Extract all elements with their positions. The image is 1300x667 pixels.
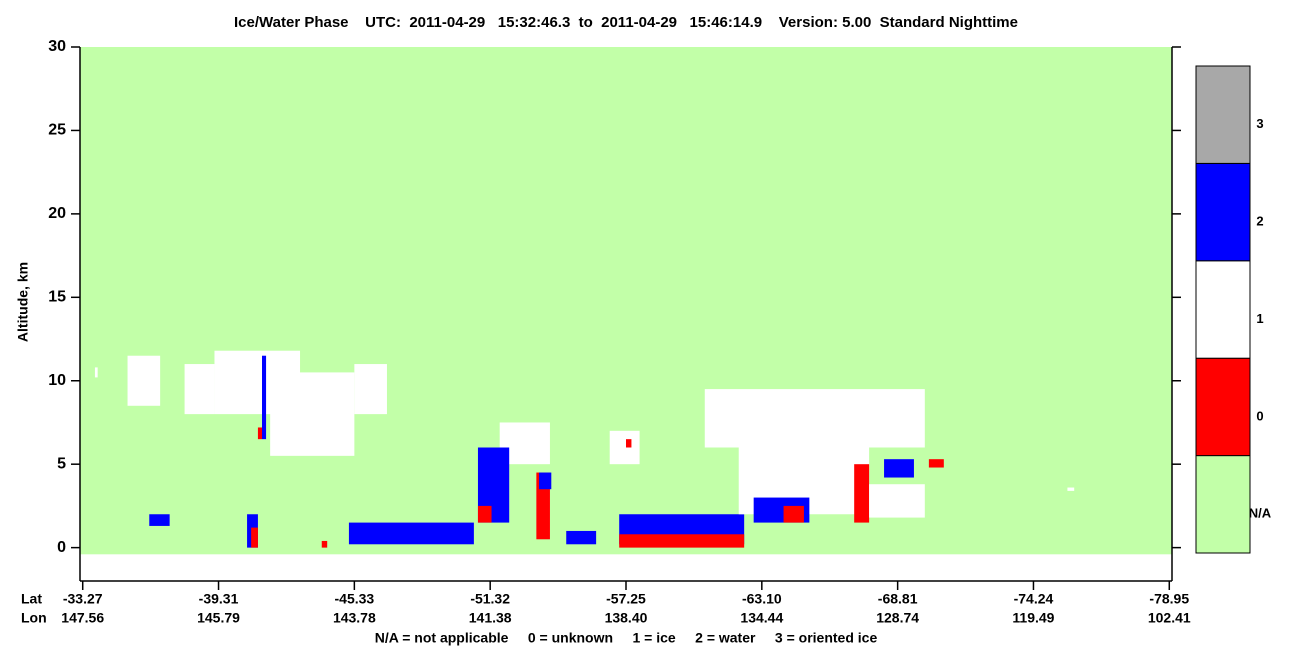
colorbar-swatch: [1195, 455, 1251, 554]
phase-region: [127, 355, 161, 406]
phase-region: [270, 372, 355, 456]
phase-region: [262, 355, 267, 440]
phase-region: [783, 505, 804, 523]
phase-region: [854, 464, 870, 523]
colorbar-swatch: [1195, 65, 1251, 164]
phase-region: [184, 364, 215, 415]
x-tick-lat: -68.81: [878, 591, 918, 607]
chart-title: Ice/Water Phase UTC: 2011-04-29 15:32:46…: [234, 14, 1018, 31]
x-tick-lat: -78.95: [1149, 591, 1189, 607]
x-tick-lon: 147.56: [61, 610, 104, 626]
legend-note: N/A = not applicable 0 = unknown 1 = ice…: [375, 630, 878, 646]
x-tick-lon: 128.74: [876, 610, 919, 626]
phase-region: [566, 530, 597, 545]
x-row-name: Lon: [21, 610, 47, 626]
colorbar-label: 1: [1256, 311, 1263, 326]
x-tick-lon: 141.38: [469, 610, 512, 626]
x-tick-lat: -51.32: [470, 591, 510, 607]
x-tick-lon: 143.78: [333, 610, 376, 626]
x-tick-lat: -33.27: [63, 591, 103, 607]
phase-region: [149, 514, 170, 526]
x-tick-lon: 102.41: [1148, 610, 1191, 626]
phase-region: [354, 364, 387, 415]
y-tick-label: 5: [57, 455, 66, 472]
y-tick-label: 10: [48, 372, 66, 389]
x-tick-lat: -63.10: [742, 591, 782, 607]
x-tick-lon: 145.79: [197, 610, 240, 626]
colorbar-label: N/A: [1249, 506, 1272, 521]
colorbar-label: 3: [1256, 116, 1263, 131]
phase-region: [539, 472, 552, 490]
phase-region: [1067, 487, 1075, 491]
colorbar-label: 0: [1256, 408, 1263, 423]
x-tick-lat: -45.33: [335, 591, 375, 607]
phase-region: [94, 367, 98, 378]
phase-region: [626, 439, 632, 448]
x-tick-lon: 119.49: [1012, 610, 1054, 626]
colorbar-swatch: [1195, 357, 1251, 457]
phase-region: [477, 505, 492, 523]
x-row-name: Lat: [21, 591, 42, 607]
phase-region: [928, 459, 944, 468]
y-tick-label: 20: [48, 205, 66, 222]
colorbar-swatch: [1195, 260, 1251, 359]
phase-region: [884, 459, 914, 478]
colorbar-swatch: [1195, 162, 1251, 262]
phase-region: [321, 540, 328, 548]
y-tick-label: 0: [57, 539, 66, 556]
phase-region: [619, 534, 745, 548]
x-tick-lat: -39.31: [199, 591, 239, 607]
y-axis-label: Altitude, km: [15, 262, 31, 342]
phase-region: [704, 389, 925, 448]
x-tick-lon: 138.40: [605, 610, 648, 626]
x-tick-lat: -57.25: [606, 591, 646, 607]
phase-region: [257, 427, 262, 440]
phase-region: [348, 522, 474, 545]
y-tick-label: 30: [48, 38, 66, 55]
na-field: [80, 47, 1172, 555]
phase-region: [609, 430, 640, 465]
phase-region: [251, 527, 258, 548]
y-tick-label: 25: [48, 122, 66, 139]
y-tick-label: 15: [48, 289, 66, 306]
x-tick-lat: -74.24: [1014, 591, 1054, 607]
x-tick-lon: 134.44: [740, 610, 783, 626]
colorbar-label: 2: [1256, 214, 1263, 229]
phase-region: [869, 484, 925, 518]
